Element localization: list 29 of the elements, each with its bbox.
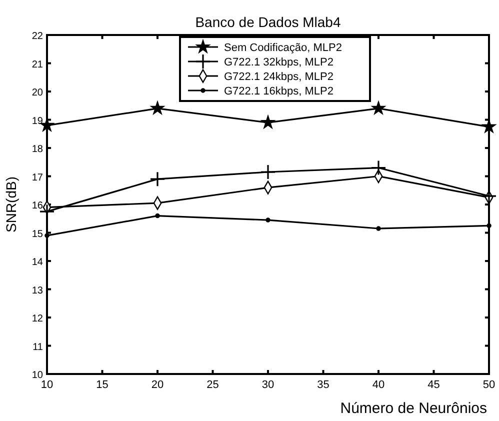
x-tick-label: 50 [482,379,496,391]
x-tick-label: 15 [96,379,108,391]
y-tick-label: 22 [32,31,44,42]
x-tick-label: 30 [262,379,274,391]
x-tick-label: 10 [40,379,54,391]
y-tick-label: 12 [32,314,44,324]
y-tick-label: 20 [32,88,44,98]
legend-label: Sem Codificação, MLP2 [224,42,342,54]
y-tick-label: 18 [32,144,44,155]
x-tick-label: 40 [372,379,385,391]
y-tick-label: 17 [32,172,44,184]
y-tick-label: 15 [32,228,44,240]
x-tick-label: 25 [206,379,219,391]
y-tick-label: 21 [32,59,44,70]
y-axis-title: SNR(dB) [3,176,19,233]
legend-label: G722.1 16kbps, MLP2 [224,86,334,98]
y-tick-label: 10 [32,370,44,381]
x-axis-title: Número de Neurônios [340,400,487,417]
legend-label: G722.1 24kbps, MLP2 [224,71,334,83]
legend-label: G722.1 32kbps, MLP2 [224,56,334,68]
y-tick-label: 14 [32,257,44,268]
chart-title: Banco de Dados Mlab4 [195,14,341,30]
x-tick-label: 45 [428,379,440,391]
y-tick-label: 16 [32,200,44,212]
x-tick-label: 35 [317,379,330,391]
x-tick-label: 20 [151,379,164,391]
y-tick-label: 11 [32,342,44,353]
y-tick-label: 13 [32,285,44,296]
y-tick-label: 19 [32,116,44,127]
